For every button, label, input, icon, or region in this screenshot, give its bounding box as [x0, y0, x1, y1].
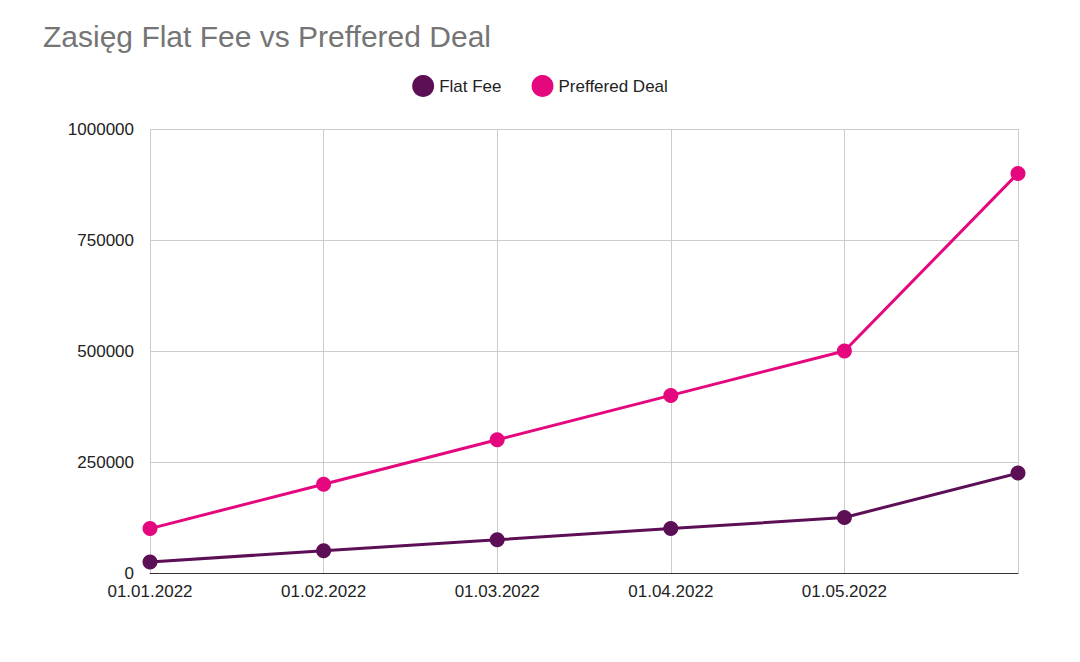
- svg-text:Preffered Deal: Preffered Deal: [559, 77, 668, 96]
- svg-text:01.04.2022: 01.04.2022: [628, 582, 713, 601]
- svg-text:01.01.2022: 01.01.2022: [107, 582, 192, 601]
- svg-text:750000: 750000: [77, 231, 134, 250]
- svg-text:250000: 250000: [77, 453, 134, 472]
- svg-text:01.03.2022: 01.03.2022: [455, 582, 540, 601]
- svg-text:01.05.2022: 01.05.2022: [802, 582, 887, 601]
- svg-text:1000000: 1000000: [68, 120, 134, 139]
- svg-text:Zasięg Flat Fee vs Preffered D: Zasięg Flat Fee vs Preffered Deal: [43, 20, 491, 53]
- svg-text:Flat Fee: Flat Fee: [439, 77, 501, 96]
- svg-text:0: 0: [125, 564, 134, 583]
- svg-text:01.02.2022: 01.02.2022: [281, 582, 366, 601]
- svg-text:500000: 500000: [77, 342, 134, 361]
